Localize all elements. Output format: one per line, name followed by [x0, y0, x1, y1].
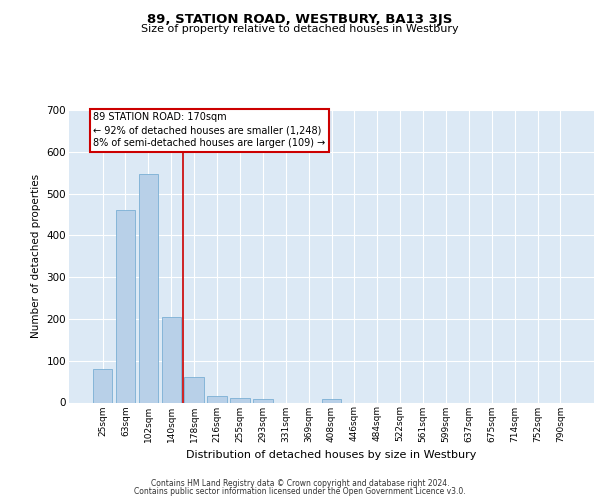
Text: 89 STATION ROAD: 170sqm
← 92% of detached houses are smaller (1,248)
8% of semi-: 89 STATION ROAD: 170sqm ← 92% of detache… — [93, 112, 325, 148]
Bar — [116, 210, 135, 402]
Bar — [322, 399, 341, 402]
Bar — [230, 398, 250, 402]
Text: Size of property relative to detached houses in Westbury: Size of property relative to detached ho… — [141, 24, 459, 34]
Bar — [161, 317, 181, 402]
Text: Contains HM Land Registry data © Crown copyright and database right 2024.: Contains HM Land Registry data © Crown c… — [151, 478, 449, 488]
Bar — [139, 174, 158, 402]
Bar — [208, 396, 227, 402]
Text: 89, STATION ROAD, WESTBURY, BA13 3JS: 89, STATION ROAD, WESTBURY, BA13 3JS — [148, 12, 452, 26]
Y-axis label: Number of detached properties: Number of detached properties — [31, 174, 41, 338]
Bar — [253, 399, 272, 402]
X-axis label: Distribution of detached houses by size in Westbury: Distribution of detached houses by size … — [187, 450, 476, 460]
Text: Contains public sector information licensed under the Open Government Licence v3: Contains public sector information licen… — [134, 488, 466, 496]
Bar — [184, 378, 204, 402]
Bar — [93, 369, 112, 402]
